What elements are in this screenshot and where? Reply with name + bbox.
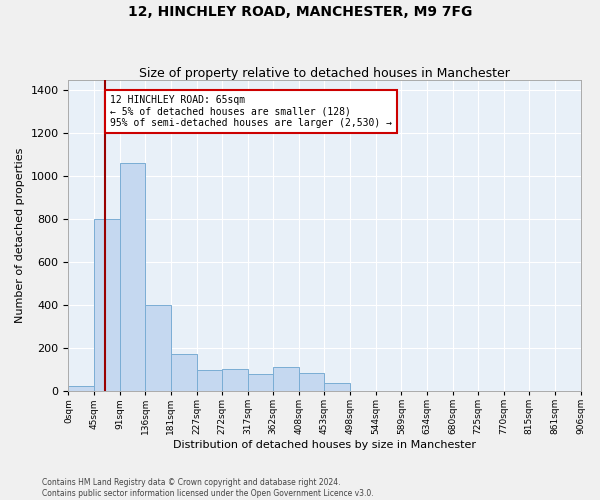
Bar — [299, 373, 325, 391]
Y-axis label: Number of detached properties: Number of detached properties — [15, 148, 25, 323]
Title: Size of property relative to detached houses in Manchester: Size of property relative to detached ho… — [139, 66, 510, 80]
X-axis label: Distribution of detached houses by size in Manchester: Distribution of detached houses by size … — [173, 440, 476, 450]
Bar — [94, 219, 120, 391]
Text: 12 HINCHLEY ROAD: 65sqm
← 5% of detached houses are smaller (128)
95% of semi-de: 12 HINCHLEY ROAD: 65sqm ← 5% of detached… — [110, 94, 392, 128]
Bar — [120, 164, 145, 391]
Bar — [273, 368, 299, 391]
Bar — [325, 382, 350, 391]
Bar — [68, 386, 94, 391]
Bar — [145, 305, 171, 391]
Bar — [222, 368, 248, 391]
Bar — [171, 354, 197, 391]
Text: Contains HM Land Registry data © Crown copyright and database right 2024.
Contai: Contains HM Land Registry data © Crown c… — [42, 478, 374, 498]
Bar — [197, 370, 222, 391]
Bar — [248, 374, 273, 391]
Text: 12, HINCHLEY ROAD, MANCHESTER, M9 7FG: 12, HINCHLEY ROAD, MANCHESTER, M9 7FG — [128, 5, 472, 19]
